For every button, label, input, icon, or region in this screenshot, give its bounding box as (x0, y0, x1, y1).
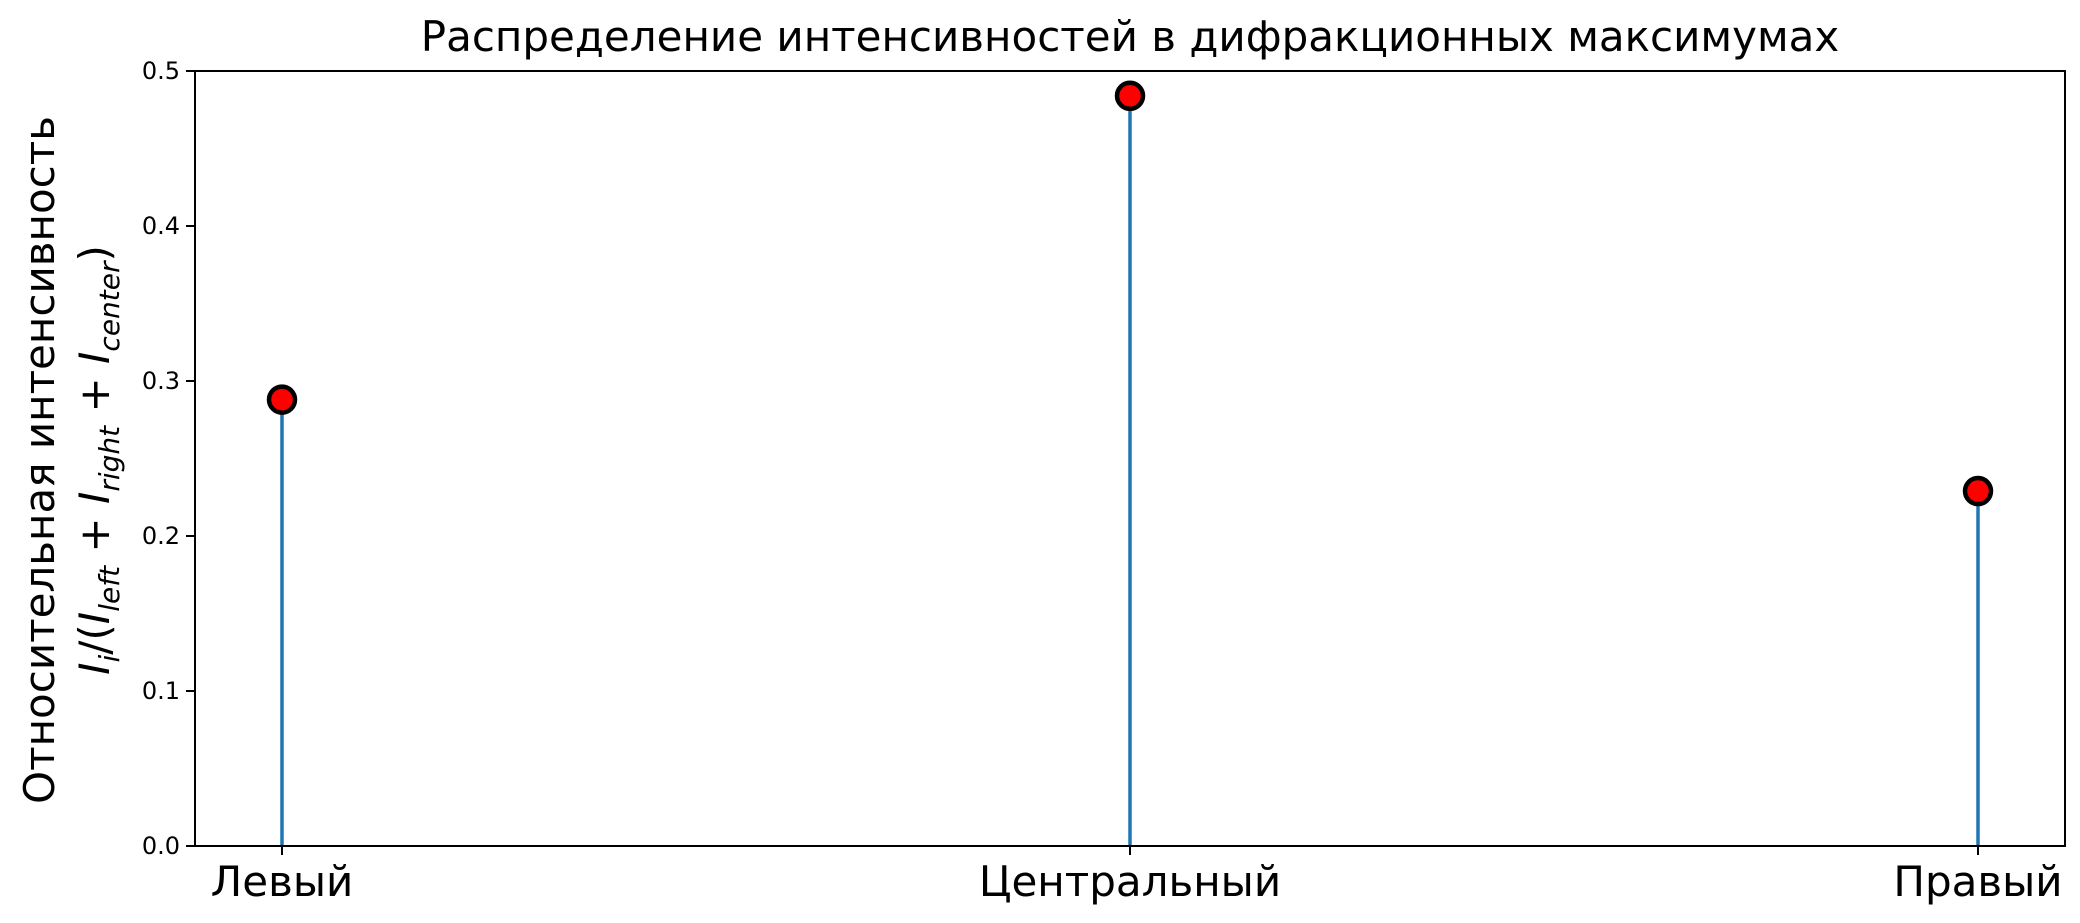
formula-right: I (70, 492, 119, 504)
y-axis-formula: Ii/(Ileft + Iright + Icenter) (70, 245, 126, 675)
plot-area-frame (194, 70, 2066, 847)
y-axis-label: Относительная интенсивность (15, 116, 64, 804)
formula-left-sub: left (93, 565, 126, 612)
stem-marker (1114, 80, 1146, 112)
y-tick-label: 0.1 (142, 677, 180, 705)
stem-series (266, 80, 1994, 846)
y-tick-label: 0.3 (142, 367, 180, 395)
formula-open: /( (70, 624, 119, 655)
formula-i: I (70, 663, 119, 675)
formula-plus2: + (70, 364, 119, 426)
formula-center-sub: center (93, 260, 126, 352)
x-tick-label: Центральный (979, 857, 1281, 906)
y-tick-label: 0.5 (142, 57, 180, 85)
y-axis-label-line1: Относительная интенсивность (15, 116, 64, 804)
y-axis-formula-text: Ii/(Ileft + Iright + Icenter) (70, 245, 126, 675)
x-axis: Левый Центральный Правый (211, 846, 2063, 906)
y-tick-label: 0.4 (142, 212, 180, 240)
formula-right-sub: right (93, 425, 126, 492)
x-tick-label: Левый (211, 857, 354, 906)
chart-title: Распределение интенсивностей в дифракцио… (421, 12, 1839, 61)
y-tick-label: 0.0 (142, 832, 180, 860)
y-tick-label: 0.2 (142, 522, 180, 550)
formula-left: I (70, 612, 119, 624)
formula-i-sub: i (93, 655, 126, 663)
formula-center: I (70, 352, 119, 364)
formula-close: ) (70, 245, 119, 261)
stem-marker (266, 384, 298, 415)
stem-marker (1962, 475, 1994, 507)
y-axis: 0.0 0.1 0.2 0.3 0.4 0.5 (142, 57, 195, 860)
x-tick-label: Правый (1893, 857, 2062, 906)
formula-plus1: + (70, 504, 119, 566)
